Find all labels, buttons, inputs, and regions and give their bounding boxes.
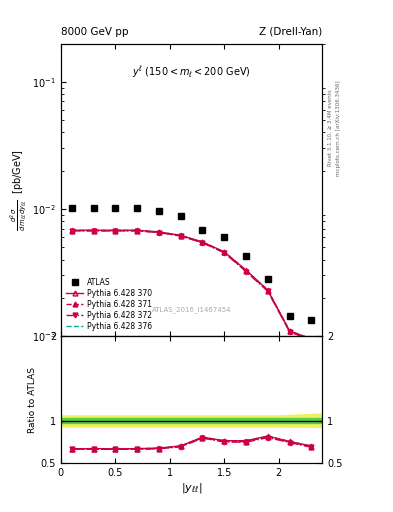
- Text: mcplots.cern.ch [arXiv:1306.3436]: mcplots.cern.ch [arXiv:1306.3436]: [336, 80, 341, 176]
- Text: 8000 GeV pp: 8000 GeV pp: [61, 27, 129, 37]
- Legend: ATLAS, Pythia 6.428 370, Pythia 6.428 371, Pythia 6.428 372, Pythia 6.428 376: ATLAS, Pythia 6.428 370, Pythia 6.428 37…: [65, 276, 154, 332]
- Text: $y^{\ell}\ (150 < m_{\ell} < 200\ \mathrm{GeV})$: $y^{\ell}\ (150 < m_{\ell} < 200\ \mathr…: [132, 64, 251, 80]
- Text: Z (Drell-Yan): Z (Drell-Yan): [259, 27, 322, 37]
- Text: ATLAS_2016_I1467454: ATLAS_2016_I1467454: [152, 306, 231, 313]
- Y-axis label: Ratio to ATLAS: Ratio to ATLAS: [28, 367, 37, 433]
- Text: Rivet 3.1.10, ≥ 3.4M events: Rivet 3.1.10, ≥ 3.4M events: [328, 90, 333, 166]
- Y-axis label: $\frac{d^2\sigma}{d\,m_{\ell\ell}\,dy_{\ell\ell}}$  [pb/GeV]: $\frac{d^2\sigma}{d\,m_{\ell\ell}\,dy_{\…: [9, 149, 29, 231]
- X-axis label: $|y_{\ell\ell}|$: $|y_{\ell\ell}|$: [181, 481, 202, 495]
